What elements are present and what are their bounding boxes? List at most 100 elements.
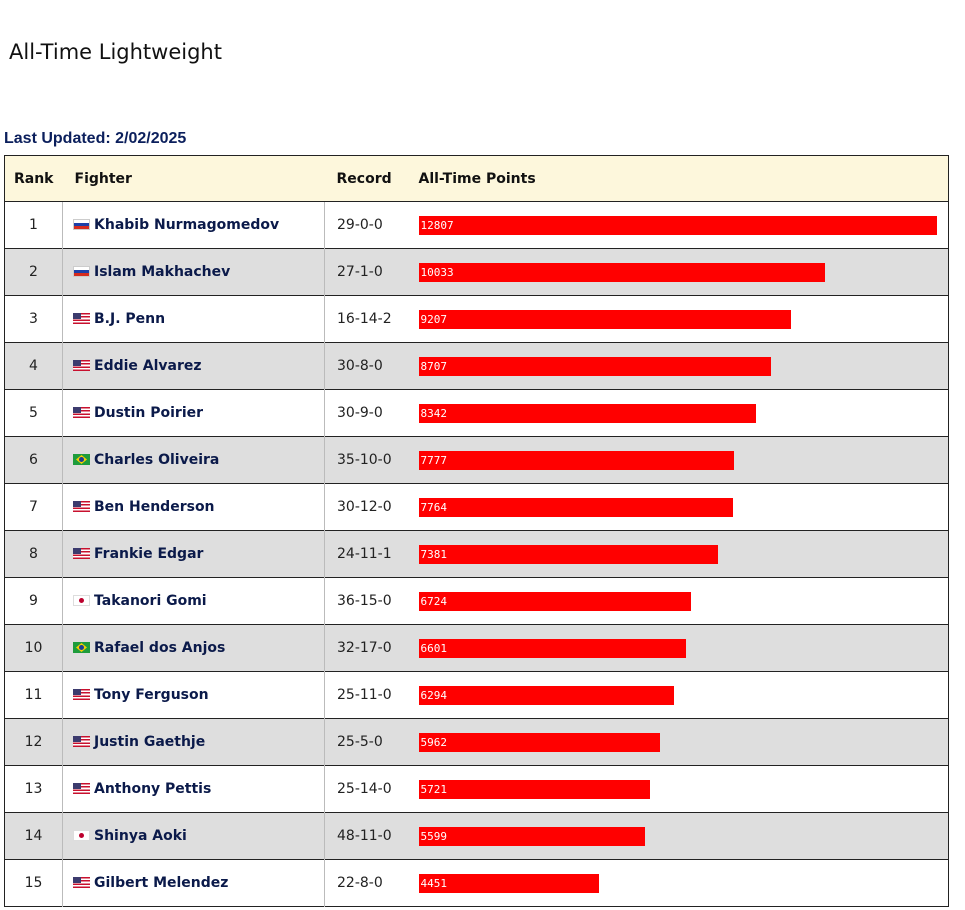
points-cell: 5962 — [406, 718, 949, 766]
record-cell: 35-10-0 — [324, 436, 407, 484]
record-cell: 30-9-0 — [324, 389, 407, 437]
points-cell: 8707 — [406, 342, 949, 390]
rank-cell: 4 — [4, 342, 63, 390]
rank-cell: 2 — [4, 248, 63, 296]
points-bar: 4451 — [418, 873, 599, 893]
record-cell: 24-11-1 — [324, 530, 407, 578]
points-bar: 7764 — [418, 497, 733, 517]
points-cell: 8342 — [406, 389, 949, 437]
fighter-cell: Islam Makhachev — [62, 248, 325, 296]
fighter-cell: B.J. Penn — [62, 295, 325, 343]
record-cell: 25-5-0 — [324, 718, 407, 766]
fighter-name-link[interactable]: Tony Ferguson — [94, 687, 209, 703]
fighter-name-link[interactable]: Dustin Poirier — [94, 405, 204, 421]
table-row: 5 Dustin Poirier 30-9-0 8342 — [4, 389, 949, 437]
russia-flag-icon — [73, 219, 90, 230]
fighter-name-link[interactable]: Khabib Nurmagomedov — [94, 217, 280, 233]
table-header-row: Rank Fighter Record All-Time Points — [4, 155, 949, 202]
fighter-cell: Tony Ferguson — [62, 671, 325, 719]
points-cell: 4451 — [406, 859, 949, 907]
usa-flag-icon — [73, 548, 90, 559]
fighter-name-link[interactable]: B.J. Penn — [94, 311, 166, 327]
russia-flag-icon — [73, 266, 90, 277]
table-row: 11 Tony Ferguson 25-11-0 6294 — [4, 671, 949, 719]
fighter-cell: Anthony Pettis — [62, 765, 325, 813]
japan-flag-icon — [73, 595, 90, 606]
record-cell: 36-15-0 — [324, 577, 407, 625]
points-bar: 12807 — [418, 215, 937, 235]
table-row: 2 Islam Makhachev 27-1-0 10033 — [4, 248, 949, 296]
fighter-name-link[interactable]: Shinya Aoki — [94, 828, 187, 844]
table-row: 14 Shinya Aoki 48-11-0 5599 — [4, 812, 949, 860]
rank-cell: 6 — [4, 436, 63, 484]
fighter-name-link[interactable]: Gilbert Melendez — [94, 875, 229, 891]
points-bar: 8342 — [418, 403, 756, 423]
fighter-cell: Frankie Edgar — [62, 530, 325, 578]
table-row: 9 Takanori Gomi 36-15-0 6724 — [4, 577, 949, 625]
table-row: 13 Anthony Pettis 25-14-0 5721 — [4, 765, 949, 813]
usa-flag-icon — [73, 877, 90, 888]
usa-flag-icon — [73, 313, 90, 324]
fighter-name-link[interactable]: Frankie Edgar — [94, 546, 204, 562]
brazil-flag-icon — [73, 454, 90, 465]
fighter-cell: Charles Oliveira — [62, 436, 325, 484]
points-cell: 5721 — [406, 765, 949, 813]
fighter-name-link[interactable]: Charles Oliveira — [94, 452, 220, 468]
table-row: 3 B.J. Penn 16-14-2 9207 — [4, 295, 949, 343]
fighter-name-link[interactable]: Anthony Pettis — [94, 781, 212, 797]
table-body: 1 Khabib Nurmagomedov 29-0-0 12807 2 Islam Ma… — [4, 201, 949, 907]
fighter-cell: Eddie Alvarez — [62, 342, 325, 390]
rank-cell: 12 — [4, 718, 63, 766]
fighter-name-link[interactable]: Islam Makhachev — [94, 264, 231, 280]
table-row: 15 Gilbert Melendez 22-8-0 4451 — [4, 859, 949, 907]
table-row: 1 Khabib Nurmagomedov 29-0-0 12807 — [4, 201, 949, 249]
points-bar: 5721 — [418, 779, 650, 799]
fighter-column-header: Fighter — [62, 155, 325, 202]
fighter-cell: Gilbert Melendez — [62, 859, 325, 907]
points-bar: 5962 — [418, 732, 660, 752]
brazil-flag-icon — [73, 642, 90, 653]
table-row: 10 Rafael dos Anjos 32-17-0 6601 — [4, 624, 949, 672]
rank-cell: 3 — [4, 295, 63, 343]
points-cell: 7777 — [406, 436, 949, 484]
points-cell: 10033 — [406, 248, 949, 296]
usa-flag-icon — [73, 736, 90, 747]
rank-cell: 7 — [4, 483, 63, 531]
fighter-name-link[interactable]: Eddie Alvarez — [94, 358, 202, 374]
record-cell: 16-14-2 — [324, 295, 407, 343]
points-bar: 5599 — [418, 826, 645, 846]
points-cell: 7381 — [406, 530, 949, 578]
fighter-name-link[interactable]: Justin Gaethje — [94, 734, 206, 750]
points-cell: 5599 — [406, 812, 949, 860]
fighter-name-link[interactable]: Takanori Gomi — [94, 593, 207, 609]
points-bar: 7777 — [418, 450, 734, 470]
usa-flag-icon — [73, 689, 90, 700]
rank-cell: 10 — [4, 624, 63, 672]
rank-cell: 8 — [4, 530, 63, 578]
points-cell: 6601 — [406, 624, 949, 672]
record-cell: 25-11-0 — [324, 671, 407, 719]
points-bar: 9207 — [418, 309, 791, 329]
fighter-cell: Justin Gaethje — [62, 718, 325, 766]
rank-cell: 5 — [4, 389, 63, 437]
fighter-name-link[interactable]: Rafael dos Anjos — [94, 640, 226, 656]
usa-flag-icon — [73, 360, 90, 371]
table-row: 4 Eddie Alvarez 30-8-0 8707 — [4, 342, 949, 390]
points-cell: 7764 — [406, 483, 949, 531]
record-cell: 48-11-0 — [324, 812, 407, 860]
points-bar: 8707 — [418, 356, 771, 376]
points-cell: 12807 — [406, 201, 949, 249]
fighter-name-link[interactable]: Ben Henderson — [94, 499, 215, 515]
record-cell: 22-8-0 — [324, 859, 407, 907]
fighter-cell: Shinya Aoki — [62, 812, 325, 860]
record-cell: 30-12-0 — [324, 483, 407, 531]
rank-column-header: Rank — [4, 155, 63, 202]
points-bar: 10033 — [418, 262, 825, 282]
fighter-cell: Dustin Poirier — [62, 389, 325, 437]
page-title: All-Time Lightweight — [9, 40, 222, 64]
last-updated-label: Last Updated: 2/02/2025 — [4, 130, 187, 147]
fighter-cell: Ben Henderson — [62, 483, 325, 531]
record-cell: 30-8-0 — [324, 342, 407, 390]
record-cell: 25-14-0 — [324, 765, 407, 813]
rank-cell: 1 — [4, 201, 63, 249]
